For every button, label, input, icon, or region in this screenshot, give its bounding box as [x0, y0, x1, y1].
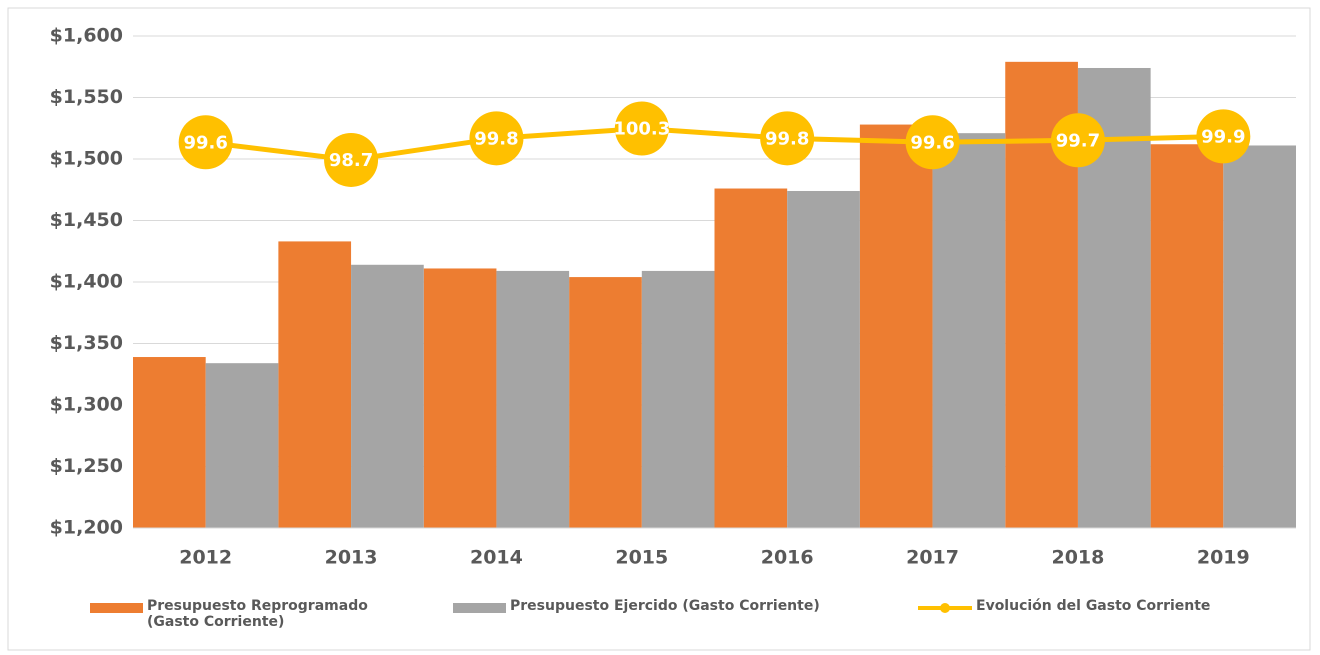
y-tick-label: $1,450 — [50, 209, 123, 231]
bar — [641, 270, 715, 528]
data-point — [905, 115, 960, 170]
legend-swatch — [90, 603, 143, 613]
data-label: 99.6 — [910, 132, 954, 153]
data-label: 99.7 — [1056, 130, 1100, 151]
y-tick-label: $1,500 — [50, 148, 123, 170]
data-point — [1050, 113, 1105, 168]
data-point — [469, 111, 524, 166]
bar — [278, 241, 352, 528]
legend-swatch — [453, 603, 506, 613]
legend-label: Presupuesto Reprogramado (Gasto Corrient… — [147, 598, 368, 630]
x-tick-label: 2014 — [470, 547, 523, 569]
data-point — [178, 115, 233, 170]
x-tick-label: 2013 — [325, 547, 378, 569]
bar — [932, 133, 1006, 529]
x-tick-label: 2016 — [761, 547, 814, 569]
legend-item: Evolución del Gasto Corriente — [918, 598, 1210, 614]
x-tick-label: 2018 — [1051, 547, 1104, 569]
legend-label: Evolución del Gasto Corriente — [976, 598, 1211, 614]
bar — [351, 264, 424, 528]
legend-dot — [940, 603, 950, 613]
x-tick-label: 2019 — [1197, 547, 1250, 569]
data-label: 99.9 — [1201, 126, 1245, 147]
bar — [133, 357, 206, 528]
data-point — [614, 101, 669, 156]
x-tick-label: 2012 — [179, 547, 232, 569]
data-label: 100.3 — [613, 118, 670, 139]
data-point — [760, 111, 815, 166]
y-tick-label: $1,250 — [50, 455, 123, 477]
legend-item: Presupuesto Ejercido (Gasto Corriente) — [453, 598, 820, 614]
x-tick-label: 2015 — [615, 547, 668, 569]
bar — [423, 268, 497, 528]
data-label: 99.8 — [765, 128, 809, 149]
y-tick-label: $1,550 — [50, 86, 123, 108]
y-tick-label: $1,350 — [50, 332, 123, 354]
data-point — [324, 132, 379, 187]
chart-border — [7, 7, 1311, 651]
bar — [787, 190, 860, 529]
legend-item: Presupuesto Reprogramado (Gasto Corrient… — [90, 598, 377, 630]
data-label: 99.6 — [183, 132, 227, 153]
bar — [1223, 145, 1296, 528]
bar — [496, 270, 570, 528]
bar — [1150, 144, 1224, 529]
bar — [205, 363, 279, 528]
y-tick-label: $1,300 — [50, 394, 123, 416]
bar — [859, 124, 933, 528]
bar — [714, 188, 788, 528]
y-tick-label: $1,600 — [50, 25, 123, 47]
y-tick-label: $1,400 — [50, 271, 123, 293]
bar — [569, 277, 642, 528]
data-point — [1196, 109, 1251, 164]
legend-label: Presupuesto Ejercido (Gasto Corriente) — [510, 598, 820, 614]
data-label: 99.8 — [474, 128, 518, 149]
y-tick-label: $1,200 — [50, 517, 123, 539]
legend-swatch — [918, 603, 972, 613]
x-tick-label: 2017 — [906, 547, 959, 569]
data-label: 98.7 — [329, 150, 373, 171]
